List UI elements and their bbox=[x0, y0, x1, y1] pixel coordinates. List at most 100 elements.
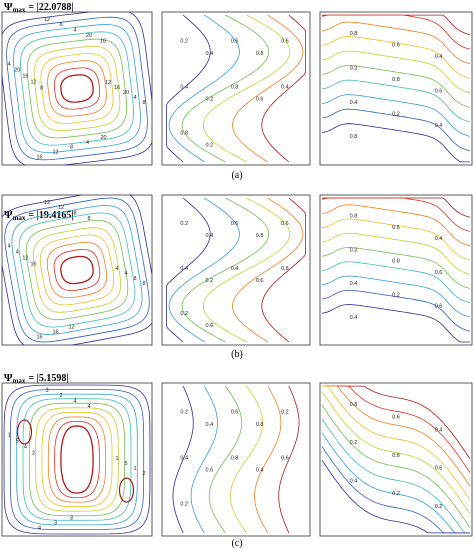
contour-label: 16 bbox=[36, 335, 42, 341]
psi-sub-c: max bbox=[13, 377, 26, 385]
contour-label: 0.2 bbox=[392, 292, 400, 298]
contour-label: 5 bbox=[124, 461, 127, 467]
contour-label: 0.6 bbox=[231, 39, 239, 45]
panel-frame bbox=[161, 194, 311, 346]
isotherm-contour bbox=[166, 197, 211, 343]
streamline-contour bbox=[22, 398, 132, 521]
contour-label: 0.4 bbox=[256, 468, 264, 474]
streamline-contour bbox=[2, 195, 152, 345]
streamline-contour bbox=[60, 425, 94, 494]
concentration-contour bbox=[321, 275, 471, 318]
concentration-contour bbox=[321, 304, 470, 343]
contour-lines: 0.2 0.4 0.6 0.8 0.6 0.4 0.2 0.8 0.6 0.4 0.8 0.2 bbox=[166, 14, 306, 163]
contour-label: 2 bbox=[32, 451, 35, 457]
streamline-contour bbox=[41, 411, 113, 508]
contour-label: 0.6 bbox=[392, 225, 400, 231]
contour-label: 16 bbox=[36, 155, 42, 161]
contour-label: 3 bbox=[45, 388, 48, 394]
contour-label: 0.2 bbox=[180, 501, 188, 507]
streamline-contour bbox=[53, 67, 101, 110]
concentration-contour bbox=[321, 391, 471, 515]
panel-frame bbox=[319, 382, 473, 537]
contour-label: 3 bbox=[54, 521, 57, 527]
contour-label: 0.6 bbox=[231, 410, 239, 416]
streamline-contour bbox=[35, 407, 119, 512]
contour-label: 8 bbox=[70, 145, 73, 151]
isotherm-contour bbox=[168, 14, 240, 163]
contour-panels: 481216204812162048121620481216200.20.40.… bbox=[1, 11, 473, 537]
concentration-contour bbox=[321, 36, 471, 79]
panel-a-concentration: 0.8 0.6 0.4 0.2 0.8 0.6 0.4 0.2 0.4 0.8 bbox=[319, 11, 473, 166]
concentration-contour bbox=[321, 261, 471, 304]
contour-label: 0.6 bbox=[435, 304, 443, 310]
contour-label: 0.2 bbox=[392, 111, 400, 117]
contour-label: 0.2 bbox=[206, 97, 214, 103]
streamline-contour bbox=[53, 249, 101, 291]
psi-value-b: = |19.4165| bbox=[28, 210, 73, 221]
contour-label: 12 bbox=[68, 325, 74, 331]
contour-label: 12 bbox=[44, 17, 50, 23]
panel-frame bbox=[161, 11, 311, 166]
psi-symbol-c: Ψ bbox=[4, 372, 13, 384]
concentration-contour bbox=[321, 50, 471, 94]
psi-max-a: Ψmax = |22.0788| bbox=[4, 1, 74, 14]
contour-label: 8 bbox=[142, 100, 145, 106]
streamline-contour bbox=[40, 53, 114, 124]
contour-label: 0.4 bbox=[281, 85, 289, 91]
streamline-contour bbox=[11, 205, 143, 335]
contour-label: 0.2 bbox=[392, 491, 400, 497]
contour-label: 16 bbox=[114, 85, 120, 91]
contour-label: 0.4 bbox=[180, 456, 188, 462]
contour-label: 0.8 bbox=[231, 85, 239, 91]
contour-label: 0.6 bbox=[435, 88, 443, 94]
contour-label: 0.4 bbox=[350, 478, 358, 484]
isotherm-contour bbox=[166, 14, 211, 163]
panel-b-concentration: 0.8 0.6 0.4 0.2 0.8 0.6 0.4 0.2 0.6 0.4 bbox=[319, 194, 473, 346]
psi-max-b: Ψmax = |19.4165| bbox=[4, 209, 74, 222]
panel-frame bbox=[319, 194, 473, 346]
contour-label: 12 bbox=[22, 256, 28, 262]
contour-label: 0.2 bbox=[350, 440, 358, 446]
concentration-contour bbox=[321, 446, 470, 534]
streamline-contour bbox=[39, 234, 115, 306]
streamline-contour bbox=[18, 212, 136, 328]
contour-label: 0.8 bbox=[392, 259, 400, 265]
contour-label: 0.6 bbox=[256, 278, 264, 284]
isotherm-contour bbox=[190, 385, 218, 534]
isotherm-contour bbox=[232, 14, 304, 163]
isotherm-contour bbox=[172, 385, 194, 534]
contour-label: 12 bbox=[30, 80, 36, 86]
contour-label: 8 bbox=[59, 22, 62, 28]
concentration-contour bbox=[321, 108, 471, 152]
streamline-contour bbox=[25, 219, 129, 321]
contour-label: 20 bbox=[86, 33, 92, 39]
contour-label: 4 bbox=[38, 526, 41, 532]
streamline-contour bbox=[47, 416, 107, 503]
contour-label: 1 bbox=[115, 456, 118, 462]
streamline-contour bbox=[46, 241, 108, 299]
contour-label: 0.8 bbox=[392, 77, 400, 83]
isotherm-contour bbox=[202, 197, 291, 343]
panel-b-isotherms: 0.2 0.4 0.6 0.8 0.6 0.4 0.2 0.4 0.6 0.8 0.2 0.6 bbox=[161, 194, 311, 346]
contour-label: 4 bbox=[73, 28, 76, 34]
concentration-contour bbox=[322, 385, 471, 473]
isotherm-contour bbox=[208, 385, 243, 534]
panel-frame bbox=[319, 11, 473, 166]
caption-a: (a) bbox=[231, 170, 242, 181]
contour-label: 0.6 bbox=[392, 415, 400, 421]
concentration-contour bbox=[322, 385, 471, 501]
streamline-contour bbox=[26, 38, 128, 139]
isotherm-contour bbox=[181, 14, 270, 163]
contour-label: 4 bbox=[124, 271, 127, 277]
isotherm-contour bbox=[278, 385, 300, 534]
panel-frame bbox=[1, 194, 153, 346]
panel-frame bbox=[161, 382, 311, 537]
streamline-contour bbox=[9, 389, 145, 530]
contour-label: 20 bbox=[123, 90, 129, 96]
contour-label: 0.8 bbox=[392, 453, 400, 459]
concentration-contour bbox=[321, 204, 471, 247]
concentration-contour bbox=[322, 385, 471, 487]
contour-label: 8 bbox=[87, 216, 90, 222]
